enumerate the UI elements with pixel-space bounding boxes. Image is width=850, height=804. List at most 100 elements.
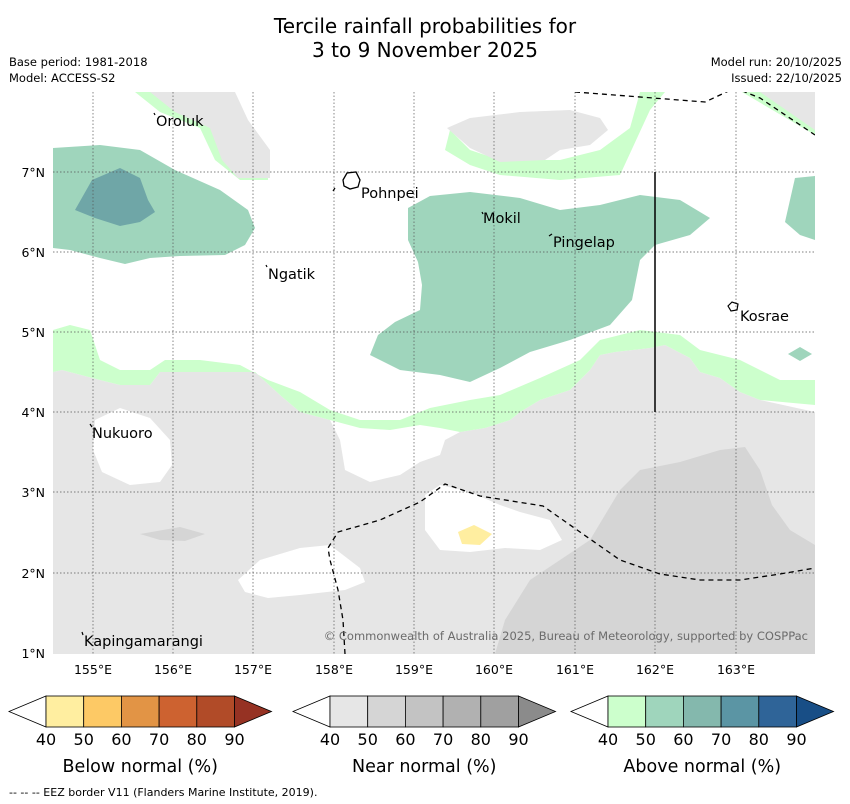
colorbar-tick-label: 90 — [786, 730, 806, 749]
colorbar-near-normal: 40 50 60 70 80 90 Near normal (%) — [291, 695, 557, 777]
colorbar-segment — [158, 695, 198, 728]
colorbar-tick-label: 50 — [358, 730, 378, 749]
title-line-2: 3 to 9 November 2025 — [312, 38, 538, 62]
colorbar-segment — [404, 695, 444, 728]
colorbar-tick-label: 70 — [433, 730, 453, 749]
lat-tick: 3°N — [21, 485, 45, 500]
colorbar-tick-label: 40 — [320, 730, 340, 749]
colorbar-tick-label: 90 — [224, 730, 244, 749]
colorbar-tick-label: 90 — [508, 730, 528, 749]
colorbar-tick-label: 70 — [149, 730, 169, 749]
longitude-ticks: 155°E 156°E 157°E 158°E 159°E 160°E 161°… — [74, 662, 755, 677]
title-line-1: Tercile rainfall probabilities for — [273, 14, 577, 38]
near-normal-white-hole-1 — [93, 408, 172, 485]
colorbar-tick-label: 60 — [111, 730, 131, 749]
colorbar-min-triangle — [291, 695, 331, 728]
base-period: Base period: 1981-2018 — [9, 55, 148, 69]
kosrae-island-outline — [727, 301, 739, 312]
island-label-kosrae: Kosrae — [740, 309, 789, 325]
lat-tick: 5°N — [21, 325, 45, 340]
lon-tick: 157°E — [234, 662, 272, 677]
colorbar-segment — [329, 695, 369, 728]
colorbar-tick-label: 60 — [395, 730, 415, 749]
colorbar-segment — [442, 695, 482, 728]
colorbar-title: Above normal (%) — [623, 757, 781, 777]
lon-tick: 155°E — [74, 662, 112, 677]
lon-tick: 162°E — [636, 662, 674, 677]
colorbar-segment — [720, 695, 760, 728]
colorbar-segment — [480, 695, 519, 728]
island-label-pohnpei: Pohnpei — [361, 186, 419, 202]
meta-left: Base period: 1981-2018 Model: ACCESS-S2 — [9, 54, 148, 86]
colorbar-segment — [45, 695, 85, 728]
below-normal-40-50-patch — [458, 525, 492, 545]
model-run: Model run: 20/10/2025 — [710, 55, 842, 69]
copyright-notice: © Commonwealth of Australia 2025, Bureau… — [324, 629, 808, 643]
lon-tick: 160°E — [475, 662, 513, 677]
eez-border — [327, 92, 815, 654]
colorbar-segment — [758, 695, 797, 728]
lon-tick: 158°E — [315, 662, 353, 677]
lat-tick: 1°N — [21, 646, 45, 661]
pohnpei-island-outline — [342, 171, 361, 190]
island-label-pingelap: Pingelap — [553, 235, 615, 251]
issued-date: Issued: 22/10/2025 — [731, 71, 842, 85]
lat-tick: 4°N — [21, 405, 45, 420]
lon-tick: 156°E — [154, 662, 192, 677]
colorbar-tick-label: 60 — [673, 730, 693, 749]
colorbar-max-triangle — [518, 695, 557, 728]
above-normal-50-60-small — [788, 347, 812, 361]
lon-tick: 161°E — [556, 662, 594, 677]
near-normal-small-patch — [140, 527, 205, 541]
island-label-kapingamarangi: Kapingamarangi — [84, 634, 203, 650]
colorbar-segment — [367, 695, 406, 728]
colorbar-above-normal: 40 50 60 70 80 90 Above normal (%) — [569, 695, 835, 777]
lat-tick: 7°N — [21, 165, 45, 180]
map-title: Tercile rainfall probabilities for 3 to … — [0, 14, 850, 62]
lat-tick: 6°N — [21, 245, 45, 260]
near-normal-top-patch-1 — [150, 92, 270, 178]
colorbar-min-triangle — [7, 695, 47, 728]
colorbar-segment — [683, 695, 722, 728]
above-normal-50-60-east — [785, 176, 815, 240]
colorbar-tick-label: 40 — [598, 730, 618, 749]
lat-tick: 2°N — [21, 566, 45, 581]
colorbar-segment — [83, 695, 122, 728]
near-normal-white-hole-2 — [238, 545, 365, 598]
colorbar-segment — [607, 695, 647, 728]
latitude-ticks: 7°N 6°N 5°N 4°N 3°N 2°N 1°N — [21, 165, 45, 661]
colorbar-title: Below normal (%) — [63, 757, 218, 777]
colorbar-tick-label: 40 — [36, 730, 56, 749]
near-normal-top-right-patch — [730, 92, 815, 130]
above-normal-60-70-west — [75, 168, 155, 226]
above-normal-50-60-central — [370, 192, 710, 382]
lon-tick: 163°E — [717, 662, 755, 677]
colorbar-segment — [196, 695, 235, 728]
island-label-ngatik: Ngatik — [268, 267, 316, 283]
colorbar-tick-label: 80 — [187, 730, 207, 749]
island-label-mokil: Mokil — [483, 211, 521, 227]
colorbar-tick-label: 50 — [636, 730, 656, 749]
map-area: Oroluk Pohnpei Mokil Pingelap Ngatik Kos… — [53, 92, 815, 654]
colorbar-max-triangle — [234, 695, 273, 728]
near-normal-top-patch-2 — [447, 110, 608, 162]
eez-footnote: -- -- -- EEZ border V11 (Flanders Marine… — [9, 786, 318, 799]
island-label-oroluk: Oroluk — [156, 114, 204, 130]
colorbar-tick-label: 70 — [711, 730, 731, 749]
map-gridlines — [53, 92, 815, 654]
colorbar-tick-label: 50 — [74, 730, 94, 749]
above-normal-50-60-west — [53, 145, 255, 264]
colorbar-below-normal: 40 50 60 70 80 90 Below normal (%) — [7, 695, 273, 777]
colorbar-max-triangle — [796, 695, 835, 728]
lon-tick: 159°E — [395, 662, 433, 677]
meta-right: Model run: 20/10/2025 Issued: 22/10/2025 — [711, 54, 842, 86]
colorbar-segment — [645, 695, 684, 728]
colorbar-tick-label: 80 — [749, 730, 769, 749]
colorbar-title: Near normal (%) — [352, 757, 497, 777]
island-label-nukuoro: Nukuoro — [92, 426, 153, 442]
colorbar-min-triangle — [569, 695, 609, 728]
colorbar-segment — [121, 695, 160, 728]
model-name: Model: ACCESS-S2 — [9, 71, 116, 85]
colorbar-tick-label: 80 — [471, 730, 491, 749]
